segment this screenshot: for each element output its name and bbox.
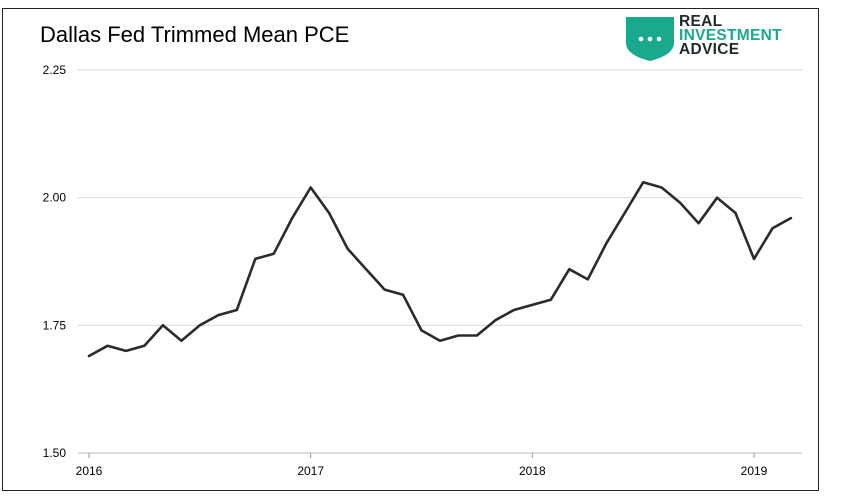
x-tick-label: 2018 — [519, 464, 546, 478]
logo-dot-icon — [647, 36, 653, 42]
series-line — [87, 181, 793, 358]
real-investment-advice-logo — [626, 17, 674, 61]
x-tick-label: 2019 — [741, 464, 768, 478]
chart-title: Dallas Fed Trimmed Mean PCE — [40, 22, 350, 47]
y-tick-label: 2.00 — [43, 191, 67, 205]
logo-line-investment: INVESTMENT — [679, 27, 782, 44]
y-tick-label: 2.25 — [43, 63, 67, 77]
y-tick-label: 1.50 — [43, 446, 67, 460]
logo-text: REAL INVESTMENT ADVICE — [679, 13, 782, 58]
x-tick-label: 2016 — [76, 464, 103, 478]
series-layer — [87, 181, 793, 358]
gridlines — [78, 69, 802, 326]
logo-line-real: REAL — [679, 13, 723, 30]
x-tick-label: 2017 — [297, 464, 324, 478]
logo-dot-icon — [656, 36, 662, 42]
axes: 1.50 1.75 2.00 2.25 2016 2017 2018 2019 — [43, 63, 802, 478]
chart-frame — [2, 8, 819, 491]
logo-dot-icon — [638, 36, 644, 42]
logo-line-advice: ADVICE — [679, 41, 740, 58]
y-tick-label: 1.75 — [43, 318, 67, 332]
